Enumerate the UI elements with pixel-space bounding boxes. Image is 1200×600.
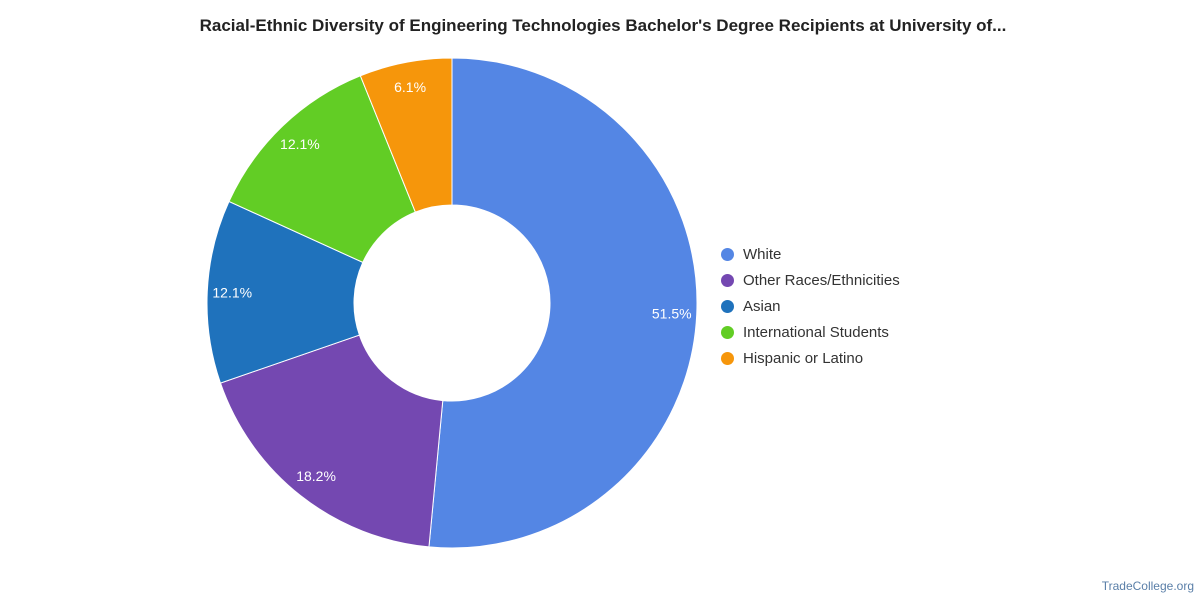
legend-label-1: Other Races/Ethnicities — [743, 271, 900, 289]
slice-0 — [428, 57, 698, 549]
legend-swatch-2 — [721, 299, 734, 313]
watermark: TradeCollege.org — [1101, 579, 1194, 593]
legend-item-2[interactable]: Asian — [721, 293, 900, 319]
chart-legend: White Other Races/Ethnicities Asian Interna… — [721, 241, 900, 371]
chart-title: Racial-Ethnic Diversity of Engineering T… — [199, 16, 1007, 35]
legend-swatch-3 — [721, 325, 734, 339]
slice-3 — [228, 75, 417, 264]
legend-swatch-1 — [721, 273, 734, 287]
legend-label-3: International Students — [743, 323, 889, 341]
legend-label-4: Hispanic or Latino — [743, 349, 864, 367]
slice-1 — [219, 334, 444, 548]
slice-label-3: 12.1% — [280, 136, 320, 152]
legend-item-4[interactable]: Hispanic or Latino — [721, 345, 900, 371]
slice-4 — [359, 57, 453, 213]
slice-label-4: 6.1% — [394, 79, 426, 95]
legend-item-3[interactable]: International Students — [721, 319, 900, 345]
legend-item-1[interactable]: Other Races/Ethnicities — [721, 267, 900, 293]
slice-label-0: 51.5% — [652, 305, 692, 321]
slice-label-1: 18.2% — [296, 468, 336, 484]
slice-label-2: 12.1% — [212, 285, 252, 301]
legend-swatch-4 — [721, 351, 734, 365]
legend-item-0[interactable]: White — [721, 241, 900, 267]
legend-swatch-0 — [721, 247, 734, 261]
legend-label-0: White — [743, 245, 782, 263]
slice-2 — [206, 200, 364, 384]
legend-label-2: Asian — [743, 297, 781, 315]
